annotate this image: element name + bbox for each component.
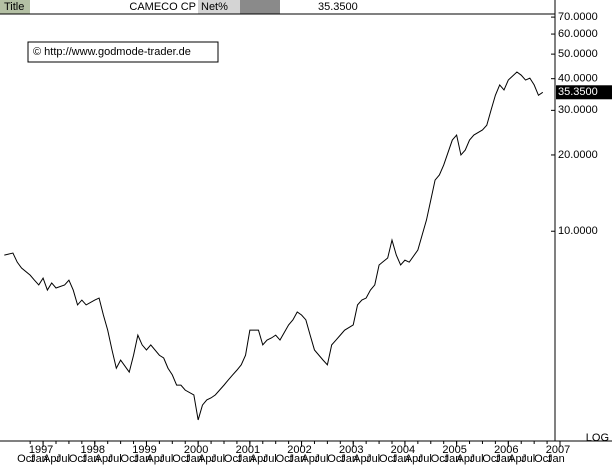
x-minor-tick-label: Apr: [353, 453, 370, 465]
mode-box: [198, 0, 240, 14]
y-tick-label: 60.0000: [558, 28, 598, 40]
mode: Net%: [201, 1, 228, 13]
x-minor-tick-label: Jul: [263, 453, 277, 465]
x-minor-tick-label: Jan: [444, 453, 462, 465]
x-minor-tick-label: Jul: [159, 453, 173, 465]
x-tick-label: 2006: [494, 444, 518, 456]
x-minor-tick-label: Jan: [237, 453, 255, 465]
x-minor-tick-label: Jul: [211, 453, 225, 465]
x-tick-label: 2005: [442, 444, 466, 456]
x-minor-tick-label: Oct: [121, 453, 138, 465]
x-minor-tick-label: Jul: [108, 453, 122, 465]
x-minor-tick-label: Oct: [69, 453, 86, 465]
y-tick-label: 40.0000: [558, 73, 598, 85]
scale-label: LOG: [586, 432, 609, 444]
price-line: [4, 71, 544, 421]
x-tick-label: 2001: [236, 444, 260, 456]
last-value-label: 35.3500: [558, 86, 598, 98]
x-minor-tick-label: Oct: [327, 453, 344, 465]
x-minor-tick-label: Jan: [392, 453, 410, 465]
x-minor-tick-label: Apr: [301, 453, 318, 465]
x-minor-tick-label: Apr: [146, 453, 163, 465]
x-tick-label: 1998: [81, 444, 105, 456]
x-tick-label: 1999: [132, 444, 156, 456]
last-value-box: [556, 85, 612, 100]
x-minor-tick-label: Jan: [185, 453, 203, 465]
y-tick-label: 10.0000: [558, 225, 598, 237]
x-tick-label: 2002: [287, 444, 311, 456]
x-minor-tick-label: Jul: [418, 453, 432, 465]
title-field-box: [0, 0, 30, 14]
mode-bar: [240, 0, 280, 14]
x-minor-tick-label: Apr: [405, 453, 422, 465]
x-tick-label: 1997: [29, 444, 53, 456]
x-minor-tick-label: Jul: [314, 453, 328, 465]
x-minor-tick-label: Jan: [495, 453, 513, 465]
x-minor-tick-label: Apr: [250, 453, 267, 465]
x-tick-label: 2003: [339, 444, 363, 456]
y-tick-label: 30.0000: [558, 104, 598, 116]
x-minor-tick-label: Oct: [431, 453, 448, 465]
x-minor-tick-label: Apr: [95, 453, 112, 465]
x-minor-tick-label: Apr: [198, 453, 215, 465]
symbol-name: CAMECO CP: [129, 1, 196, 13]
x-tick-label: 2000: [184, 444, 208, 456]
x-minor-tick-label: Jul: [56, 453, 70, 465]
y-tick-label: 50.0000: [558, 48, 598, 60]
x-minor-tick-label: Jul: [469, 453, 483, 465]
x-tick-label: 2004: [391, 444, 415, 456]
annotation: © http://www.godmode-trader.de: [33, 46, 191, 58]
x-minor-tick-label: Oct: [379, 453, 396, 465]
header-last: 35.3500: [318, 1, 358, 13]
y-tick-label: 20.0000: [558, 149, 598, 161]
x-tick-label: 2007: [546, 444, 570, 456]
y-tick-label: 70.0000: [558, 11, 598, 23]
x-minor-tick-label: Jan: [289, 453, 307, 465]
x-minor-tick-label: Jul: [521, 453, 535, 465]
x-minor-tick-label: Apr: [508, 453, 525, 465]
x-minor-tick-label: Apr: [43, 453, 60, 465]
x-minor-tick-label: Oct: [482, 453, 499, 465]
x-minor-tick-label: Jul: [366, 453, 380, 465]
x-minor-tick-label: Jan: [30, 453, 48, 465]
x-minor-tick-label: Jan: [340, 453, 358, 465]
x-minor-tick-label: Jan: [82, 453, 100, 465]
x-minor-tick-label: Jan: [133, 453, 151, 465]
title-field: Title: [4, 1, 24, 13]
x-minor-tick-label: Oct: [17, 453, 34, 465]
x-minor-tick-label: Jan: [547, 453, 565, 465]
x-minor-tick-label: Oct: [224, 453, 241, 465]
x-minor-tick-label: Oct: [172, 453, 189, 465]
annotation-box: [27, 41, 219, 63]
x-minor-tick-label: Apr: [457, 453, 474, 465]
x-minor-tick-label: Oct: [276, 453, 293, 465]
x-minor-tick-label: Oct: [534, 453, 551, 465]
